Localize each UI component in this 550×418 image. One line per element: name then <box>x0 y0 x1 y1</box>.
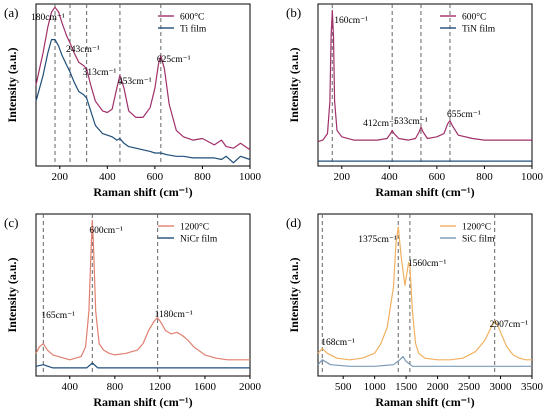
legend-entry: 1200°C <box>180 222 209 233</box>
plot-frame <box>317 213 533 377</box>
plot-frame <box>35 213 251 377</box>
peak-label: 453cm⁻¹ <box>118 77 152 87</box>
peak-label: 180cm⁻¹ <box>31 13 65 23</box>
panel-label: (c) <box>4 215 18 230</box>
series-line-film <box>35 38 251 164</box>
legend: 600°CTi film <box>158 12 207 35</box>
x-tick-label: 600 <box>429 171 446 183</box>
legend-entry: Ti film <box>180 24 207 35</box>
peak-label: 243cm⁻¹ <box>66 45 100 55</box>
series-line-sample <box>35 219 250 361</box>
x-tick-label: 2000 <box>427 381 450 393</box>
panel-a: 200 400 600 800 1000 180cm⁻¹ 243cm⁻¹ 313cm⁻¹453… <box>4 3 262 199</box>
legend-entry: 600°C <box>180 12 204 23</box>
plot-frame <box>317 3 533 167</box>
legend-entry: 1200°C <box>462 222 491 233</box>
x-tick-label: 600 <box>147 171 164 183</box>
panel-label: (b) <box>286 5 301 20</box>
x-tick-label: 800 <box>476 171 493 183</box>
x-axis-label: Raman shift (cm⁻¹) <box>375 185 474 199</box>
panel-label: (d) <box>286 215 301 230</box>
x-tick-label: 400 <box>99 171 116 183</box>
peak-label: 313cm⁻¹ <box>83 68 117 78</box>
x-tick-label: 400 <box>62 381 79 393</box>
x-tick-label: 1000 <box>521 171 544 183</box>
panel-d: 500 1000 1500 2000 2500 3000 3500 168cm⁻¹ 1375cm… <box>286 213 544 409</box>
peak-label: 160cm⁻¹ <box>334 16 368 26</box>
panel-label: (a) <box>4 5 18 20</box>
x-tick-label: 2000 <box>239 381 262 393</box>
x-tick-label: 400 <box>381 171 398 183</box>
x-axis-label: Raman shift (cm⁻¹) <box>375 395 474 409</box>
y-axis-label: Intensity (a.u.) <box>287 257 301 332</box>
x-axis-label: Raman shift (cm⁻¹) <box>93 185 192 199</box>
legend-entry: TiN film <box>462 24 496 35</box>
panel-c: 400 800 1200 1600 2000 165cm⁻¹ 600cm⁻¹ 1180cm⁻¹… <box>4 213 262 409</box>
series-line-sample <box>317 226 532 361</box>
legend-entry: NiCr film <box>180 234 218 245</box>
x-tick-label: 2500 <box>458 381 481 393</box>
y-axis-label: Intensity (a.u.) <box>5 47 19 122</box>
y-axis-label: Intensity (a.u.) <box>5 257 19 332</box>
x-tick-label: 800 <box>194 171 211 183</box>
peak-label: 412cm⁻¹ <box>363 119 397 129</box>
peak-label: 655cm⁻¹ <box>447 110 481 120</box>
x-tick-label: 200 <box>52 171 69 183</box>
series-line-film <box>35 362 250 369</box>
peak-label: 165cm⁻¹ <box>41 311 75 321</box>
peak-label: 625cm⁻¹ <box>157 55 191 65</box>
x-tick-label: 1200 <box>149 381 172 393</box>
peak-label: 1180cm⁻¹ <box>155 310 193 320</box>
peak-label: 533cm⁻¹ <box>394 117 428 127</box>
x-tick-label: 200 <box>334 171 351 183</box>
x-tick-label: 1000 <box>239 171 262 183</box>
peak-label: 1375cm⁻¹ <box>358 235 397 245</box>
y-axis-label: Intensity (a.u.) <box>287 47 301 122</box>
peak-label: 1560cm⁻¹ <box>408 259 447 269</box>
series-line-sample <box>35 6 251 151</box>
peak-label: 168cm⁻¹ <box>321 338 355 348</box>
x-tick-label: 3500 <box>521 381 544 393</box>
legend-entry: SiC film <box>462 234 495 245</box>
series-line-film <box>317 356 532 367</box>
x-axis-label: Raman shift (cm⁻¹) <box>93 395 192 409</box>
x-tick-label: 3000 <box>490 381 513 393</box>
series-line-sample <box>317 9 532 143</box>
peak-label: 2907cm⁻¹ <box>490 320 529 330</box>
legend-entry: 600°C <box>462 12 486 23</box>
peak-label: 600cm⁻¹ <box>89 226 123 236</box>
x-tick-label: 500 <box>335 381 352 393</box>
x-tick-label: 1000 <box>364 381 387 393</box>
x-tick-label: 800 <box>107 381 124 393</box>
x-tick-label: 1500 <box>395 381 418 393</box>
x-tick-label: 1600 <box>194 381 217 393</box>
